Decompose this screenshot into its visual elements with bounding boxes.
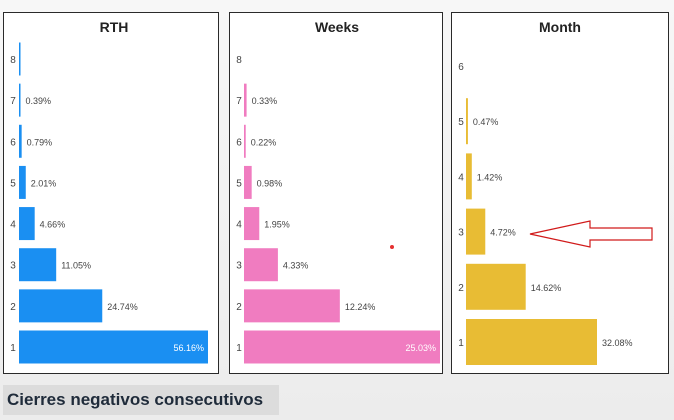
bar-weeks-1 xyxy=(244,330,440,364)
chart-panel-month: Month 6 5 0.47% 4 1.42% 3 4.72% 2 14.62% 1 32.08% xyxy=(451,12,669,374)
y-tick-label-month-4: 4 xyxy=(458,172,464,183)
y-tick-label-rth-4: 4 xyxy=(10,220,16,231)
y-tick-label-month-2: 2 xyxy=(458,283,464,294)
data-label-rth-7: 0.39% xyxy=(26,96,52,106)
chart-month: Month 6 5 0.47% 4 1.42% 3 4.72% 2 14.62% 1 32.08% xyxy=(458,19,633,365)
red-dot-marker xyxy=(390,245,394,249)
y-tick-label-rth-7: 7 xyxy=(10,96,16,107)
data-label-month-4: 1.42% xyxy=(477,172,503,182)
bar-rth-7 xyxy=(19,83,21,117)
y-tick-label-rth-1: 1 xyxy=(10,343,16,354)
chart-title-weeks: Weeks xyxy=(315,19,359,35)
y-tick-label-weeks-8: 8 xyxy=(236,55,242,66)
data-label-weeks-4: 1.95% xyxy=(264,220,290,230)
chart-title-month: Month xyxy=(539,19,581,35)
data-label-month-3: 4.72% xyxy=(490,228,516,238)
data-label-rth-3: 11.05% xyxy=(61,261,91,271)
y-tick-label-weeks-6: 6 xyxy=(236,137,242,148)
data-label-rth-6: 0.79% xyxy=(27,137,53,147)
chart-panel-weeks: Weeks 8 7 0.33% 6 0.22% 5 0.98% 4 1.95% 3 4.33% 2 12.… xyxy=(229,12,443,374)
y-tick-label-weeks-3: 3 xyxy=(236,261,242,272)
y-tick-label-month-6: 6 xyxy=(458,62,464,73)
bar-weeks-6 xyxy=(244,124,246,158)
bar-weeks-3 xyxy=(244,248,278,282)
chart-weeks: Weeks 8 7 0.33% 6 0.22% 5 0.98% 4 1.95% 3 4.33% 2 12.… xyxy=(236,19,440,364)
y-tick-label-month-3: 3 xyxy=(458,228,464,239)
y-tick-label-rth-3: 3 xyxy=(10,261,16,272)
bar-weeks-5 xyxy=(244,165,252,199)
bar-rth-1 xyxy=(19,330,208,364)
y-tick-label-weeks-5: 5 xyxy=(236,178,242,189)
bar-weeks-7 xyxy=(244,83,247,117)
y-tick-label-rth-5: 5 xyxy=(10,178,16,189)
data-label-month-1: 32.08% xyxy=(602,338,633,348)
y-tick-label-weeks-2: 2 xyxy=(236,302,242,313)
data-label-month-2: 14.62% xyxy=(531,283,562,293)
data-label-weeks-6: 0.22% xyxy=(251,137,277,147)
y-tick-label-weeks-4: 4 xyxy=(236,220,242,231)
y-tick-label-rth-8: 8 xyxy=(10,55,16,66)
y-tick-label-month-5: 5 xyxy=(458,117,464,128)
chart-panel-rth: RTH 8 7 0.39% 6 0.79% 5 2.01% 4 4.66% 3 11.05% 2 24.7… xyxy=(3,12,219,374)
bar-rth-3 xyxy=(19,248,57,282)
data-label-weeks-5: 0.98% xyxy=(257,178,283,188)
data-label-rth-2: 24.74% xyxy=(107,302,138,312)
bar-month-4 xyxy=(466,153,472,200)
bar-month-1 xyxy=(466,319,597,365)
y-tick-label-month-1: 1 xyxy=(458,338,464,349)
bar-rth-8 xyxy=(19,42,21,76)
data-label-rth-1: 56.16% xyxy=(173,343,204,353)
bar-month-2 xyxy=(466,263,526,310)
y-tick-label-weeks-1: 1 xyxy=(236,343,242,354)
bar-rth-2 xyxy=(19,289,103,323)
y-tick-label-weeks-7: 7 xyxy=(236,96,242,107)
bar-rth-4 xyxy=(19,207,35,241)
data-label-weeks-1: 25.03% xyxy=(405,343,436,353)
data-label-rth-5: 2.01% xyxy=(31,178,57,188)
data-label-weeks-2: 12.24% xyxy=(345,302,376,312)
chart-title-rth: RTH xyxy=(100,19,129,35)
data-label-weeks-7: 0.33% xyxy=(252,96,278,106)
bar-rth-5 xyxy=(19,165,26,199)
bar-month-3 xyxy=(466,208,486,255)
data-label-weeks-3: 4.33% xyxy=(283,261,309,271)
bar-month-5 xyxy=(466,98,468,145)
y-tick-label-rth-6: 6 xyxy=(10,137,16,148)
data-label-month-5: 0.47% xyxy=(473,117,499,127)
bar-rth-6 xyxy=(19,124,22,158)
bar-weeks-4 xyxy=(244,207,260,241)
data-label-rth-4: 4.66% xyxy=(40,220,66,230)
bar-weeks-2 xyxy=(244,289,340,323)
y-tick-label-rth-2: 2 xyxy=(10,302,16,313)
caption-title: Cierres negativos consecutivos xyxy=(3,385,279,415)
chart-rth: RTH 8 7 0.39% 6 0.79% 5 2.01% 4 4.66% 3 11.05% 2 24.7… xyxy=(10,19,208,364)
